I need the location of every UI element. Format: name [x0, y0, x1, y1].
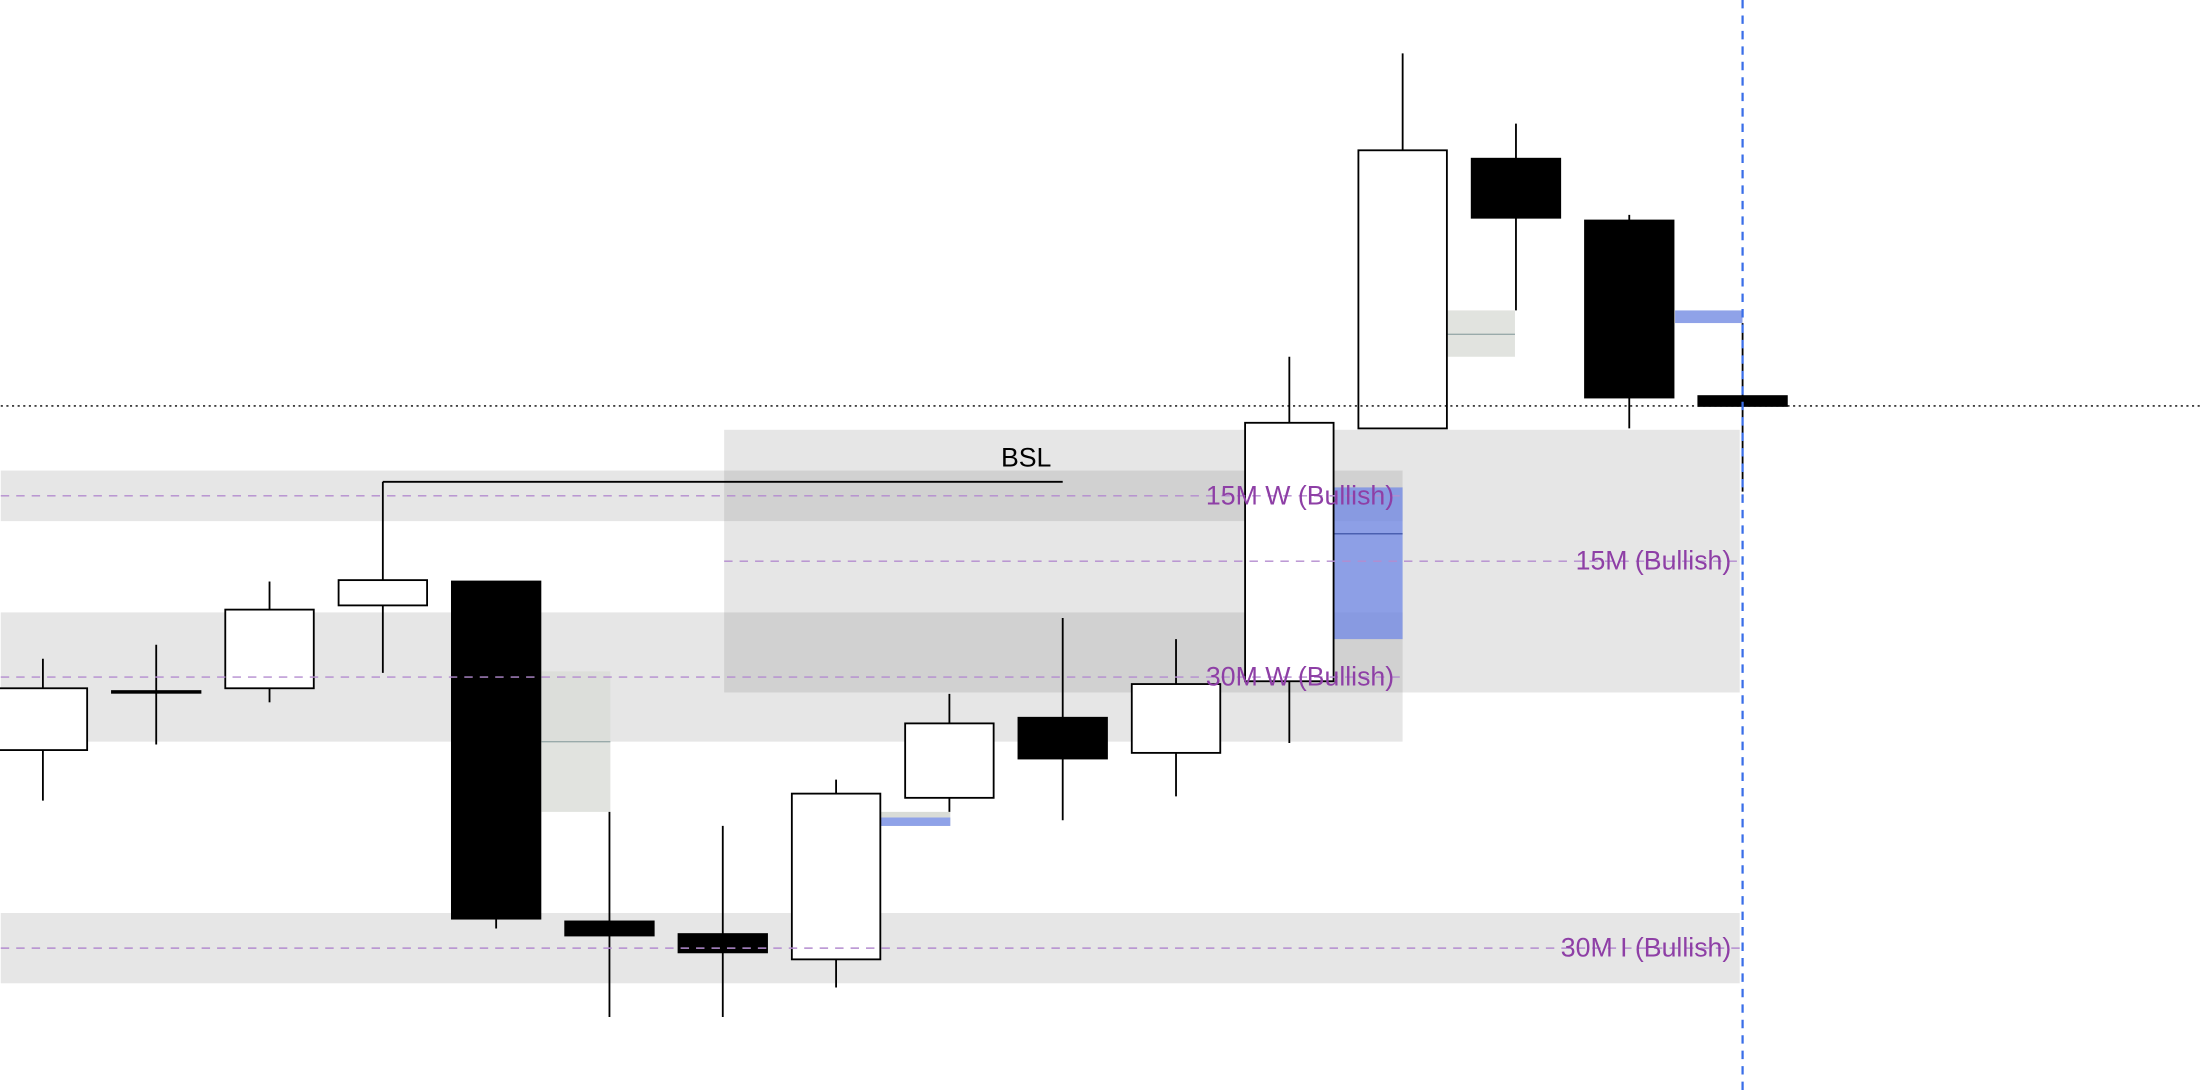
- candle-body: [1470, 157, 1562, 219]
- candle-body: [224, 608, 315, 690]
- candle-body: [677, 933, 768, 954]
- candle-body: [1244, 421, 1335, 683]
- zone-label: 30M W (Bullish): [1206, 661, 1394, 691]
- candle-body: [0, 687, 89, 751]
- candle-body: [1357, 149, 1448, 430]
- candle-body: [450, 580, 542, 920]
- candles: [0, 53, 1788, 1017]
- candle-body: [564, 920, 655, 937]
- zone-label: 30M I (Bullish): [1561, 933, 1731, 963]
- candle-body: [790, 792, 882, 961]
- zone-label: 15M W (Bullish): [1206, 480, 1394, 510]
- candle-body: [1584, 219, 1675, 399]
- zone-label: 15M (Bullish): [1576, 546, 1732, 576]
- fvg-box: [1675, 310, 1743, 324]
- candle-body: [1017, 716, 1108, 760]
- fvg-box: [880, 817, 951, 826]
- candle-body: [337, 579, 428, 607]
- zone: [724, 429, 1740, 693]
- fvg-box: [1333, 487, 1403, 640]
- candle-body: [111, 690, 202, 694]
- candle-body: [904, 722, 995, 799]
- bsl-label: BSL: [1001, 442, 1051, 472]
- candle-body: [1130, 683, 1222, 754]
